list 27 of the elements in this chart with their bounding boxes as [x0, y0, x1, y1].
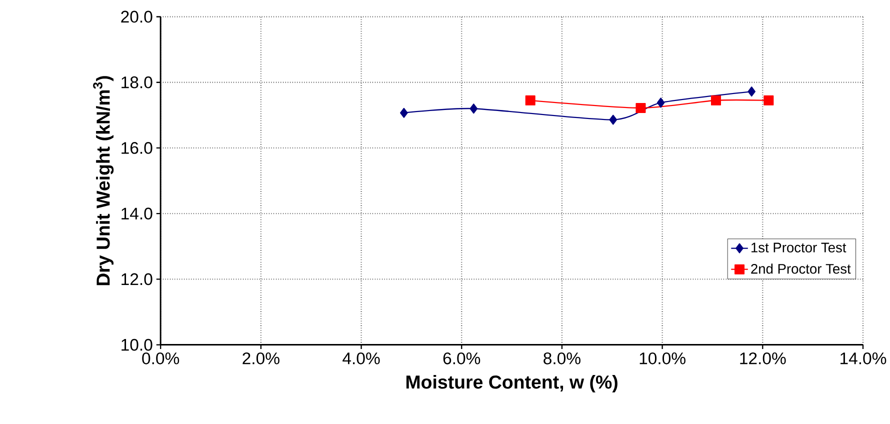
legend-label: 2nd Proctor Test — [751, 264, 851, 274]
legend-label: 1st Proctor Test — [751, 242, 846, 253]
y-tick-label: 18.0 — [122, 76, 152, 88]
point — [748, 86, 756, 97]
point — [525, 96, 536, 106]
point — [764, 96, 774, 106]
x-tick-label: 14.0% — [840, 352, 886, 365]
y-tick-label: 10.0 — [122, 339, 152, 351]
y-tick-label: 14.0 — [122, 208, 152, 220]
y-axis-title: Dry Unit Weight (kN/m$^{3}$) — [93, 76, 114, 286]
point — [470, 104, 478, 114]
point — [609, 114, 618, 125]
x-tick-label: 12.0% — [740, 352, 786, 365]
point — [710, 96, 721, 106]
x-tick-label: 6.0% — [443, 352, 480, 365]
x-tick-label: 0.0% — [142, 352, 180, 365]
x-tick-label: 2.0% — [242, 352, 280, 365]
x-axis-title: Moisture Content, w (%) — [406, 375, 618, 393]
y-tick-label: 12.0 — [122, 273, 152, 286]
x-tick-label: 8.0% — [544, 352, 580, 365]
point — [636, 103, 646, 114]
x-tick-label: 4.0% — [342, 352, 380, 365]
point — [400, 108, 408, 118]
y-tick-label: 16.0 — [122, 142, 152, 154]
x-tick-label: 10.0% — [640, 352, 686, 365]
y-tick-label: 20.0 — [121, 10, 152, 23]
point — [656, 98, 665, 108]
